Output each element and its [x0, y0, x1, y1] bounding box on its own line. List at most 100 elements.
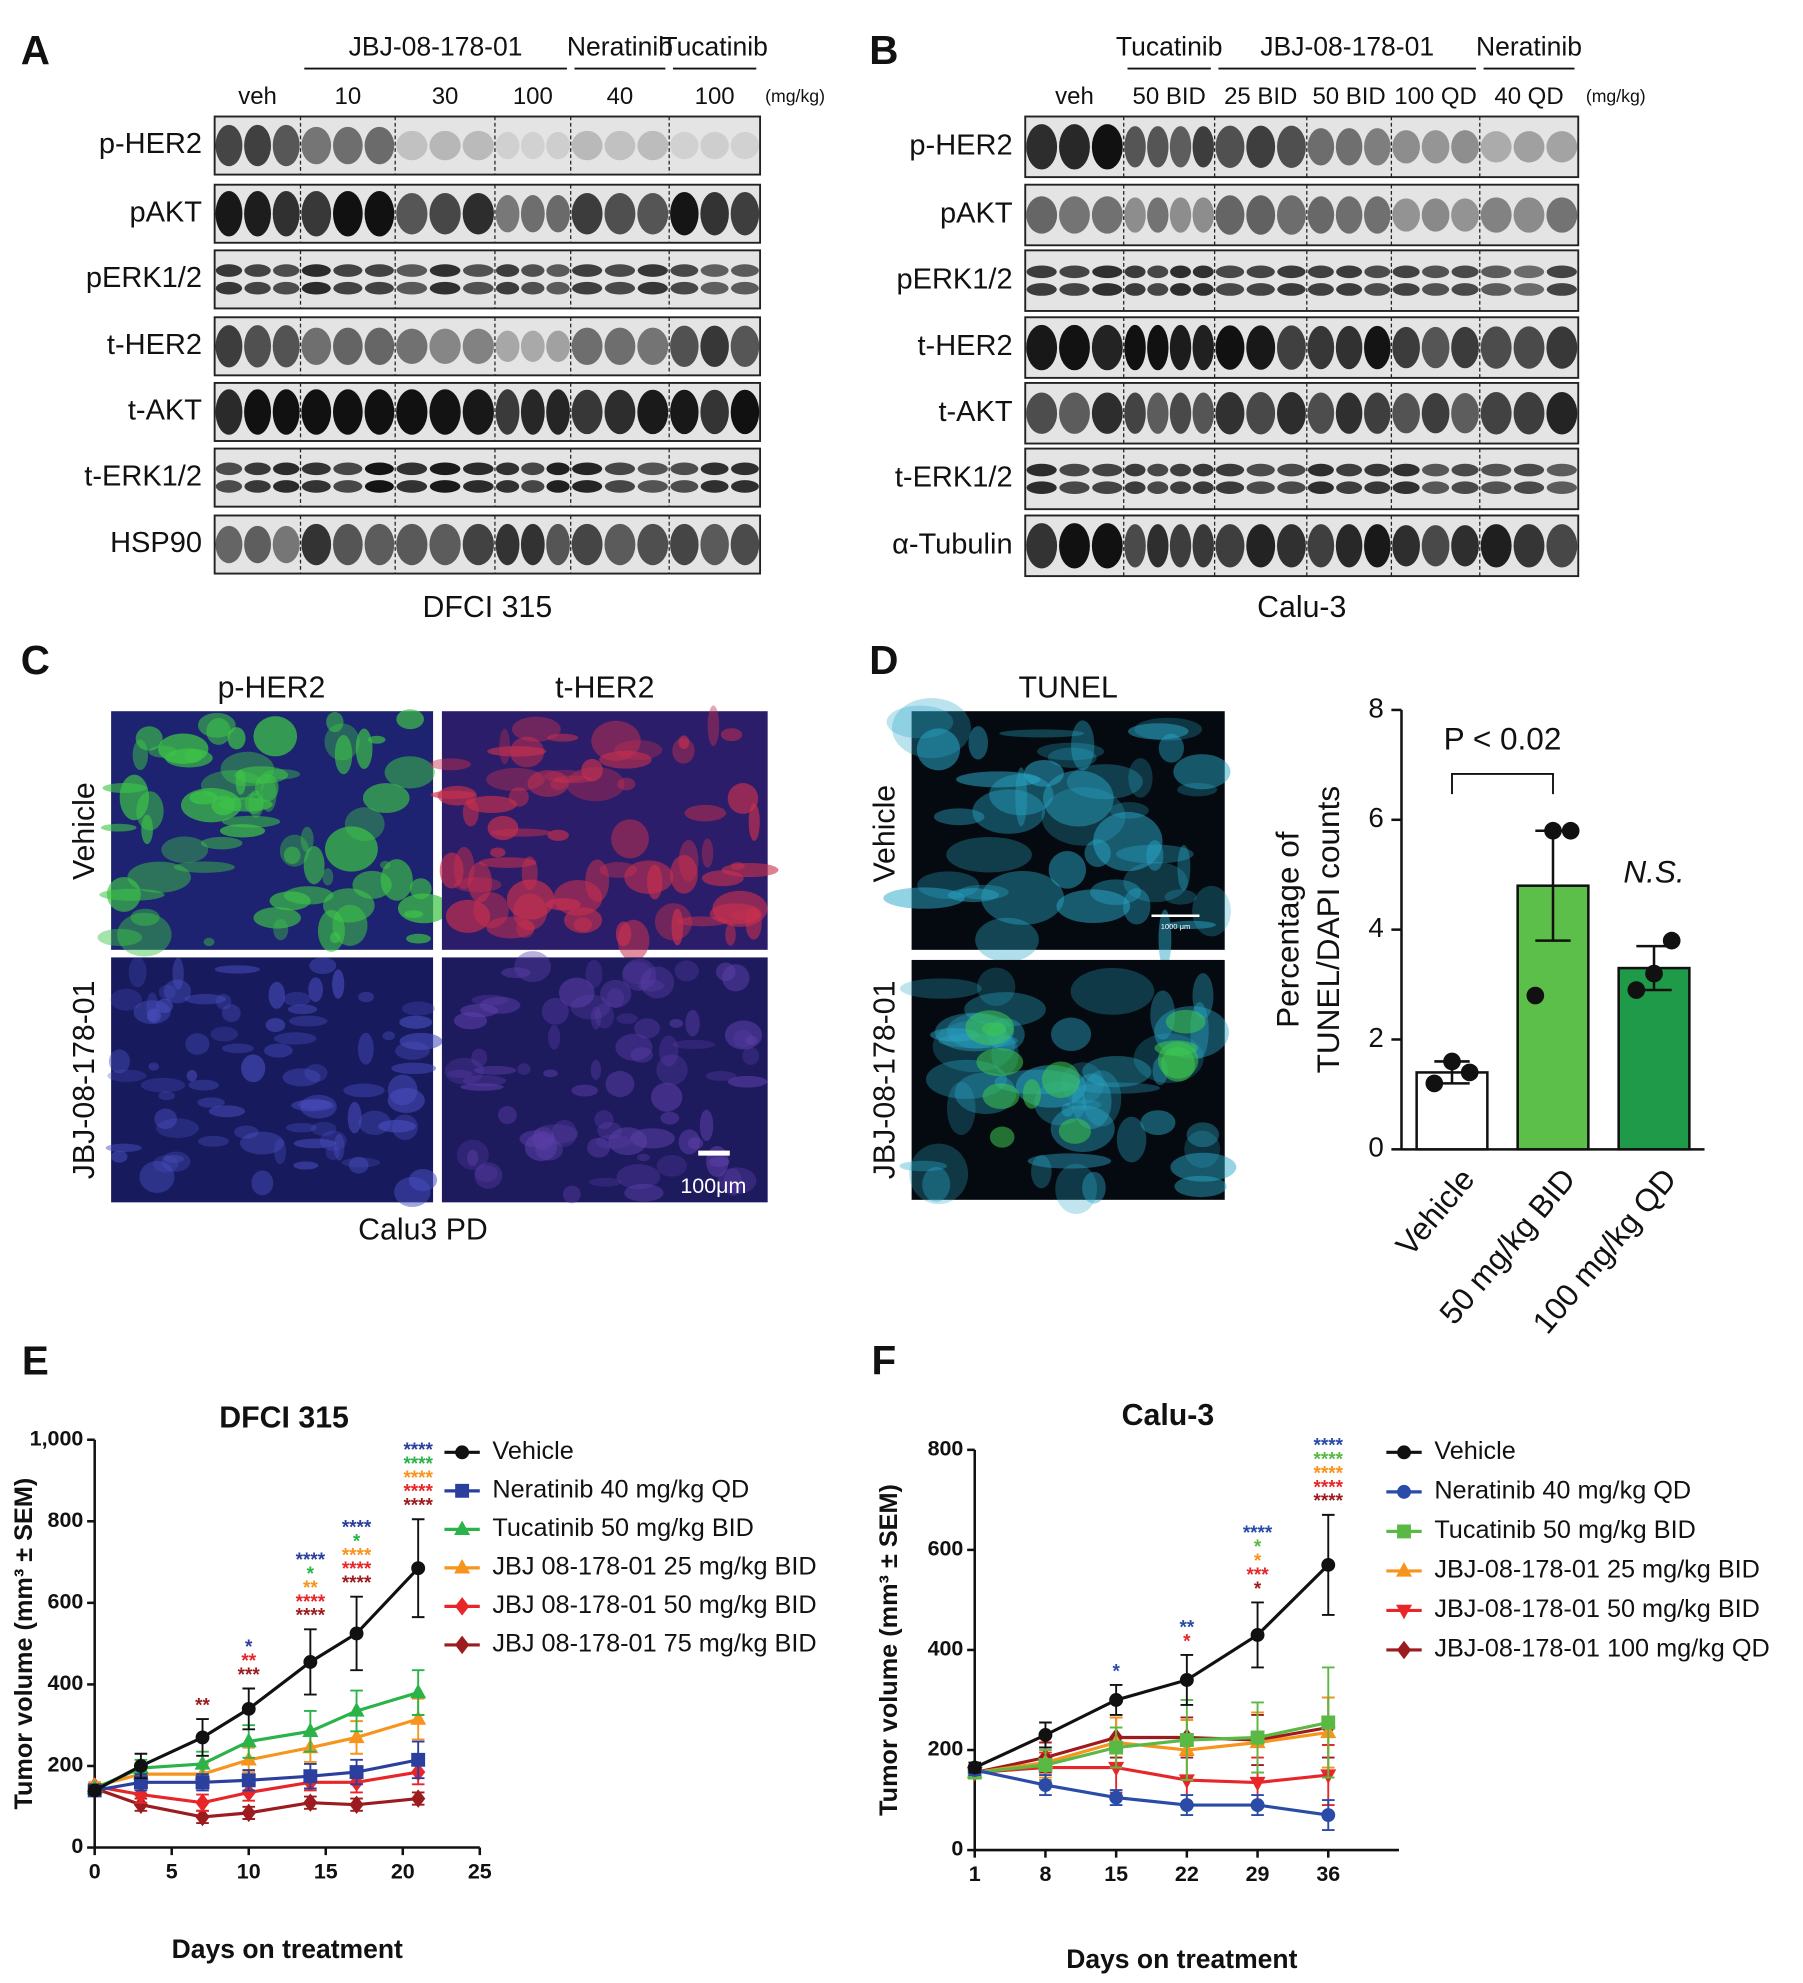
data-point — [1038, 1758, 1053, 1772]
tissue-blob — [599, 750, 652, 769]
data-point — [1038, 1778, 1053, 1792]
tissue-blob — [1082, 1070, 1122, 1127]
tissue-blob — [671, 908, 684, 946]
data-point — [410, 1683, 427, 1699]
tissue-blob — [486, 767, 545, 792]
blot-band — [1546, 131, 1578, 163]
blot-band — [215, 281, 243, 295]
blot-band — [1215, 524, 1245, 568]
blot-band — [364, 462, 394, 476]
blot-band — [244, 525, 272, 564]
blot-band — [1169, 197, 1192, 233]
tissue-blob — [685, 1009, 700, 1037]
tissue-blob — [148, 1062, 160, 1071]
tissue-blob — [215, 993, 232, 1010]
blot-band — [396, 328, 428, 364]
blot-band — [1392, 326, 1420, 369]
blot-band — [1481, 265, 1512, 279]
blot-band — [1392, 198, 1420, 232]
tissue-blob — [308, 977, 323, 1002]
blot-band — [604, 130, 636, 161]
tissue-blob — [444, 1057, 484, 1085]
blot-row-label: t-ERK1/2 — [895, 462, 1013, 494]
data-point — [194, 1755, 211, 1770]
legend-label: Tucatinib 50 mg/kg BID — [1434, 1516, 1696, 1544]
blot-band — [273, 480, 300, 493]
blot-band — [1546, 392, 1578, 435]
blot-band — [670, 192, 699, 236]
blot-band — [1091, 196, 1123, 234]
tissue-blob — [164, 1154, 185, 1163]
data-point — [195, 1775, 210, 1790]
blot-band — [1364, 128, 1391, 166]
tissue-blob — [203, 937, 215, 947]
data-point — [410, 1710, 427, 1725]
tissue-blob — [968, 726, 988, 760]
blot-band — [1215, 283, 1245, 296]
x-tick-label: 5 — [166, 1859, 178, 1883]
blot-band — [1451, 265, 1479, 279]
tissue-blob — [357, 1032, 374, 1065]
blot-band — [1124, 524, 1146, 568]
blot-band — [215, 124, 243, 167]
x-tick-label: 20 — [391, 1859, 415, 1883]
blot-band — [1170, 265, 1191, 279]
blot-band — [272, 124, 300, 167]
tissue-blob — [163, 979, 192, 1004]
blot-band — [1147, 283, 1169, 296]
blot-band — [1307, 128, 1335, 166]
blot-band — [1336, 265, 1363, 279]
blot-band — [1091, 324, 1123, 371]
blot-band — [700, 325, 729, 368]
tissue-blob — [1123, 888, 1151, 925]
significance-bracket — [1451, 773, 1554, 795]
blot-band — [1091, 124, 1123, 170]
blot-band — [333, 462, 363, 476]
y-tick-label: 8 — [1368, 692, 1383, 723]
tissue-blob — [367, 735, 386, 744]
drug-header: JBJ-08-178-01 — [1260, 31, 1434, 61]
tissue-blob — [239, 1131, 285, 1155]
tissue-blob — [288, 1015, 328, 1027]
tissue-blob — [474, 1165, 498, 1183]
tissue-blob — [573, 917, 593, 932]
blot-band — [1277, 283, 1306, 296]
blot-band — [1451, 463, 1479, 477]
tissue-blob — [1177, 782, 1218, 797]
tissue-blob — [571, 1084, 598, 1097]
blot-band — [1513, 392, 1545, 435]
data-point — [1249, 1776, 1266, 1792]
blot-band — [1170, 283, 1191, 296]
significance-stars: **** — [1314, 1463, 1344, 1484]
ns-label: N.S. — [1623, 853, 1684, 889]
tissue-blob — [234, 766, 289, 784]
tissue-blob — [1051, 1017, 1092, 1052]
tissue-blob — [300, 826, 314, 853]
data-point — [1109, 1740, 1124, 1755]
blot-band — [1215, 125, 1245, 169]
blot-band — [429, 480, 461, 493]
y-tick-label: 0 — [951, 1837, 963, 1861]
tissue-blob — [460, 1083, 504, 1091]
legend-marker — [455, 1597, 470, 1616]
blot-band — [1059, 324, 1090, 371]
dose-label: 40 QD — [1494, 83, 1563, 110]
dose-label: 10 — [335, 83, 362, 110]
blot-band — [1392, 463, 1420, 477]
tissue-blob — [358, 991, 375, 1003]
tissue-blob — [899, 978, 982, 999]
data-point — [1038, 1728, 1053, 1742]
blot-band — [546, 462, 570, 476]
tissue-blob — [585, 859, 610, 903]
tissue-blob — [273, 1032, 317, 1045]
tissue-blob — [958, 884, 1009, 900]
blot-band — [1169, 392, 1192, 434]
blot-band — [272, 525, 300, 564]
blot-band — [244, 281, 271, 295]
legend-marker — [1397, 1524, 1411, 1539]
tissue-blob — [1184, 1130, 1221, 1168]
blot-band — [700, 480, 729, 493]
tissue-blob — [253, 716, 298, 757]
blot-band — [244, 389, 272, 435]
